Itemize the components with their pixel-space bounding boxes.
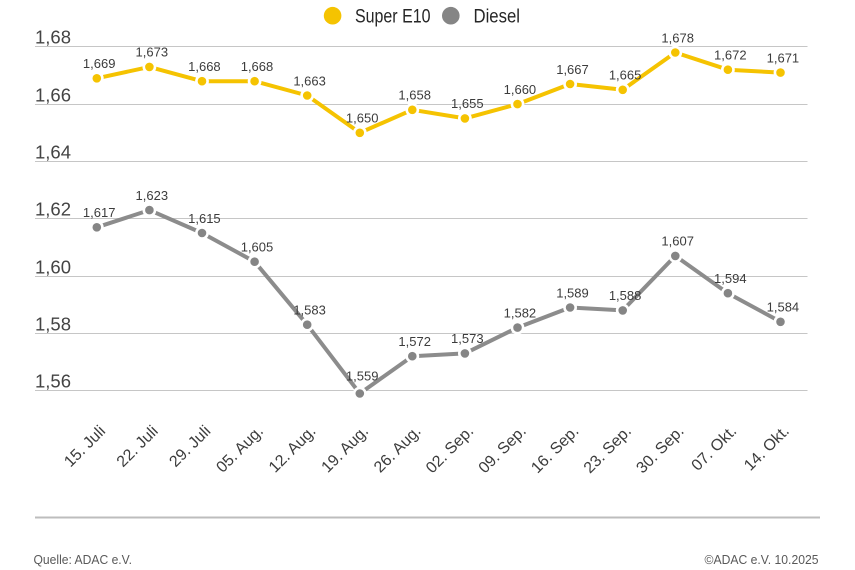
- svg-text:1,64: 1,64: [35, 141, 71, 162]
- svg-text:1,623: 1,623: [136, 188, 169, 203]
- svg-text:1,668: 1,668: [188, 59, 221, 74]
- svg-text:1,615: 1,615: [188, 211, 221, 226]
- svg-text:1,559: 1,559: [346, 368, 379, 383]
- svg-text:1,588: 1,588: [609, 288, 642, 303]
- svg-text:1,673: 1,673: [136, 45, 169, 60]
- svg-text:1,605: 1,605: [241, 240, 274, 255]
- svg-text:1,658: 1,658: [398, 88, 431, 103]
- svg-text:1,66: 1,66: [35, 84, 71, 105]
- svg-text:1,667: 1,667: [556, 62, 589, 77]
- svg-text:1,60: 1,60: [35, 256, 71, 277]
- svg-text:1,584: 1,584: [767, 300, 800, 315]
- svg-text:Super E10: Super E10: [355, 7, 431, 28]
- svg-text:1,672: 1,672: [714, 48, 747, 63]
- svg-text:1,665: 1,665: [609, 68, 642, 83]
- svg-text:1,650: 1,650: [346, 111, 379, 126]
- svg-text:1,68: 1,68: [35, 26, 71, 47]
- svg-text:1,56: 1,56: [35, 370, 71, 391]
- svg-text:©ADAC e.V. 10.2025: ©ADAC e.V. 10.2025: [705, 552, 819, 567]
- svg-text:1,58: 1,58: [35, 313, 71, 334]
- svg-text:1,617: 1,617: [83, 205, 116, 220]
- svg-text:1,62: 1,62: [35, 198, 71, 219]
- svg-text:1,582: 1,582: [504, 305, 537, 320]
- svg-text:1,607: 1,607: [661, 234, 694, 249]
- svg-text:1,671: 1,671: [767, 50, 800, 65]
- svg-text:1,655: 1,655: [451, 96, 484, 111]
- svg-text:Diesel: Diesel: [474, 7, 521, 28]
- svg-text:1,669: 1,669: [83, 56, 116, 71]
- svg-text:1,583: 1,583: [293, 303, 326, 318]
- svg-text:1,678: 1,678: [661, 30, 694, 45]
- svg-text:Quelle: ADAC e.V.: Quelle: ADAC e.V.: [34, 552, 133, 567]
- svg-text:1,594: 1,594: [714, 271, 747, 286]
- svg-text:1,573: 1,573: [451, 331, 484, 346]
- svg-text:1,589: 1,589: [556, 285, 589, 300]
- svg-text:1,668: 1,668: [241, 59, 274, 74]
- svg-text:1,572: 1,572: [398, 334, 431, 349]
- svg-text:1,660: 1,660: [504, 82, 537, 97]
- svg-text:1,663: 1,663: [293, 73, 326, 88]
